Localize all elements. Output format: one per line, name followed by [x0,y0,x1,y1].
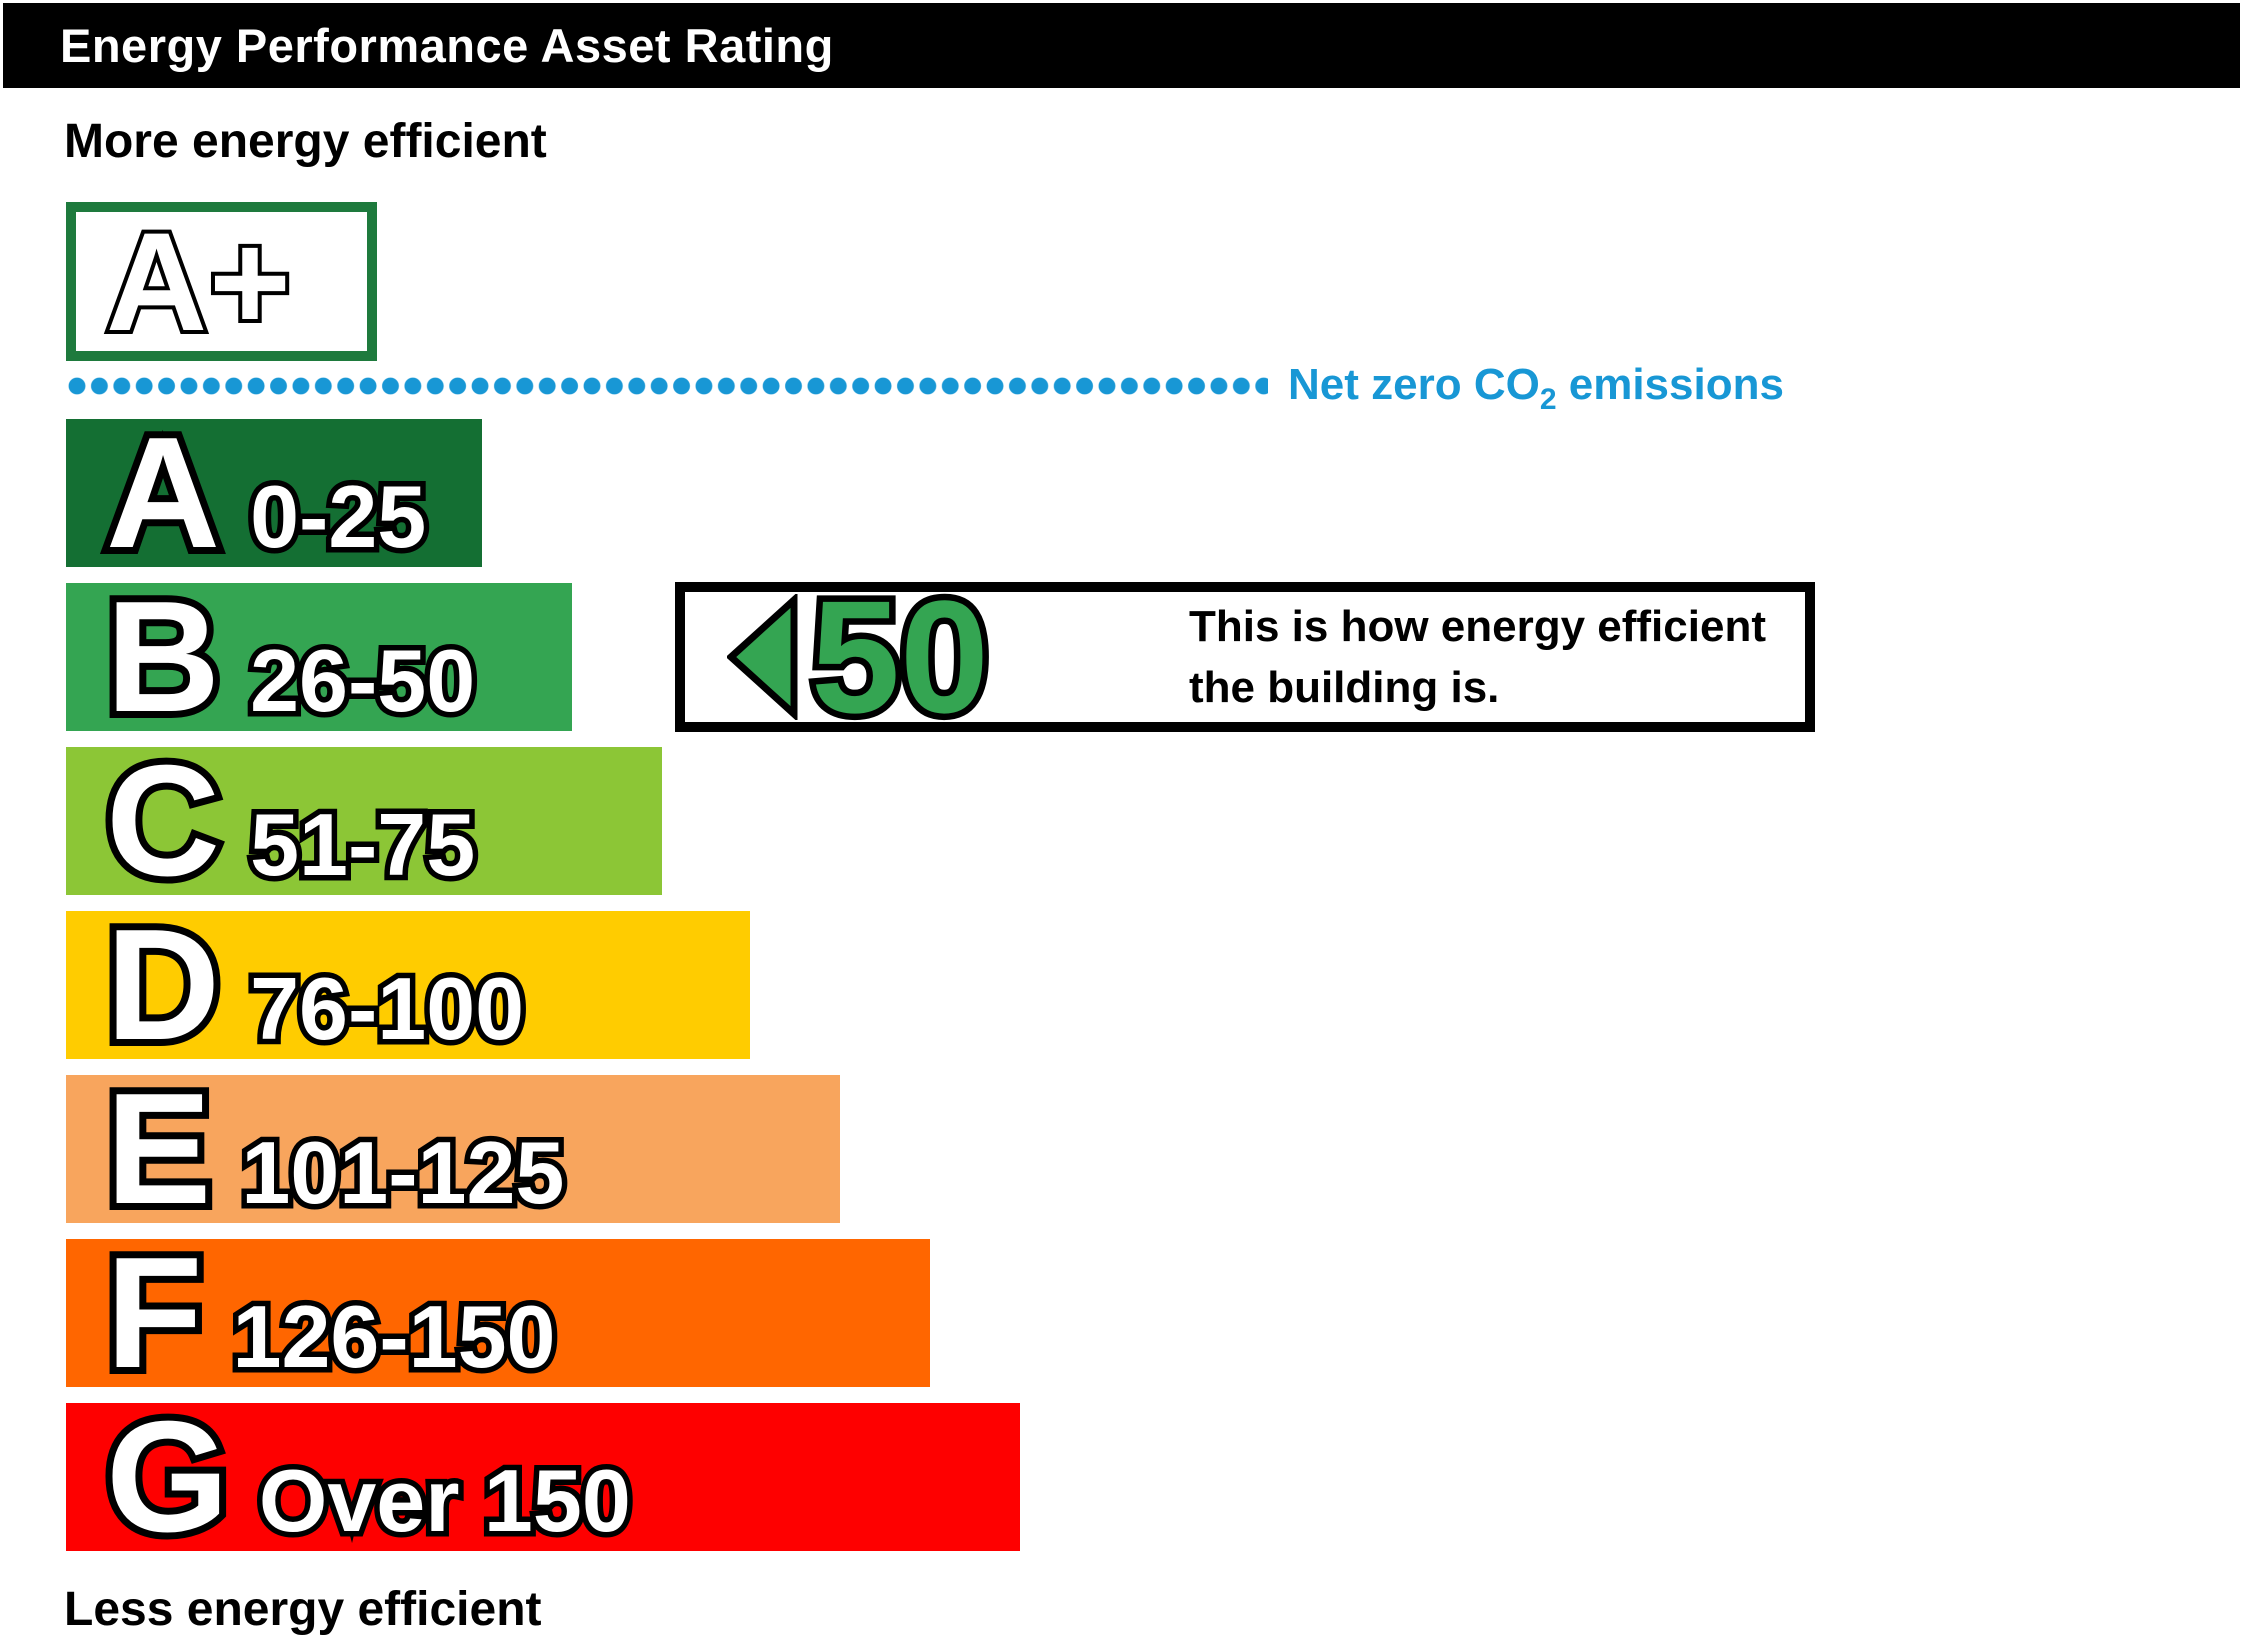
net-zero-text-prefix: Net zero CO [1288,360,1540,409]
net-zero-subscript: 2 [1539,383,1557,416]
band-letter-b: B [106,578,220,736]
band-letter-g: G [106,1398,229,1556]
band-range-a: 0-25 [250,473,426,562]
band-range-b: 26-50 [250,637,475,726]
band-range-e: 101-125 [241,1129,564,1218]
band-letter-a-plus: A+ [106,212,293,352]
band-range-c: 51-75 [250,801,475,890]
band-range-g: Over 150 [259,1457,631,1546]
band-row-a: A 0-25 [66,414,482,572]
band-letter-c: C [106,742,220,900]
indicator-caption: This is how energy efficient the buildin… [1189,596,1766,718]
band-row-e: E 101-125 [66,1070,840,1228]
title-bar: Energy Performance Asset Rating [3,3,2240,88]
band-letter-f: F [106,1234,203,1392]
band-range-f: 126-150 [233,1293,556,1382]
rating-indicator-box: 50 This is how energy efficient the buil… [675,577,1815,737]
band-row-g: G Over 150 [66,1398,1020,1556]
arrow-left-icon [727,594,798,720]
band-range-d: 76-100 [250,965,524,1054]
indicator-caption-line1: This is how energy efficient [1188,602,1766,651]
net-zero-label: Net zero CO2 emissions [1288,360,1784,416]
net-zero-text-suffix: emissions [1556,360,1784,409]
band-row-a-plus: A+ [66,202,377,361]
net-zero-dotted-line [66,374,1268,398]
band-row-d: D 76-100 [66,906,750,1064]
band-letter-e: E [106,1070,212,1228]
band-letter-a: A [106,414,220,572]
less-efficient-label: Less energy efficient [64,1583,542,1636]
more-efficient-label: More energy efficient [64,115,547,168]
band-row-b: B 26-50 [66,578,572,736]
indicator-caption-line2: the building is. [1188,663,1500,712]
band-row-f: F 126-150 [66,1234,930,1392]
rating-value: 50 [811,577,989,737]
band-row-c: C 51-75 [66,742,662,900]
band-letter-d: D [106,906,220,1064]
page-title: Energy Performance Asset Rating [60,19,834,72]
